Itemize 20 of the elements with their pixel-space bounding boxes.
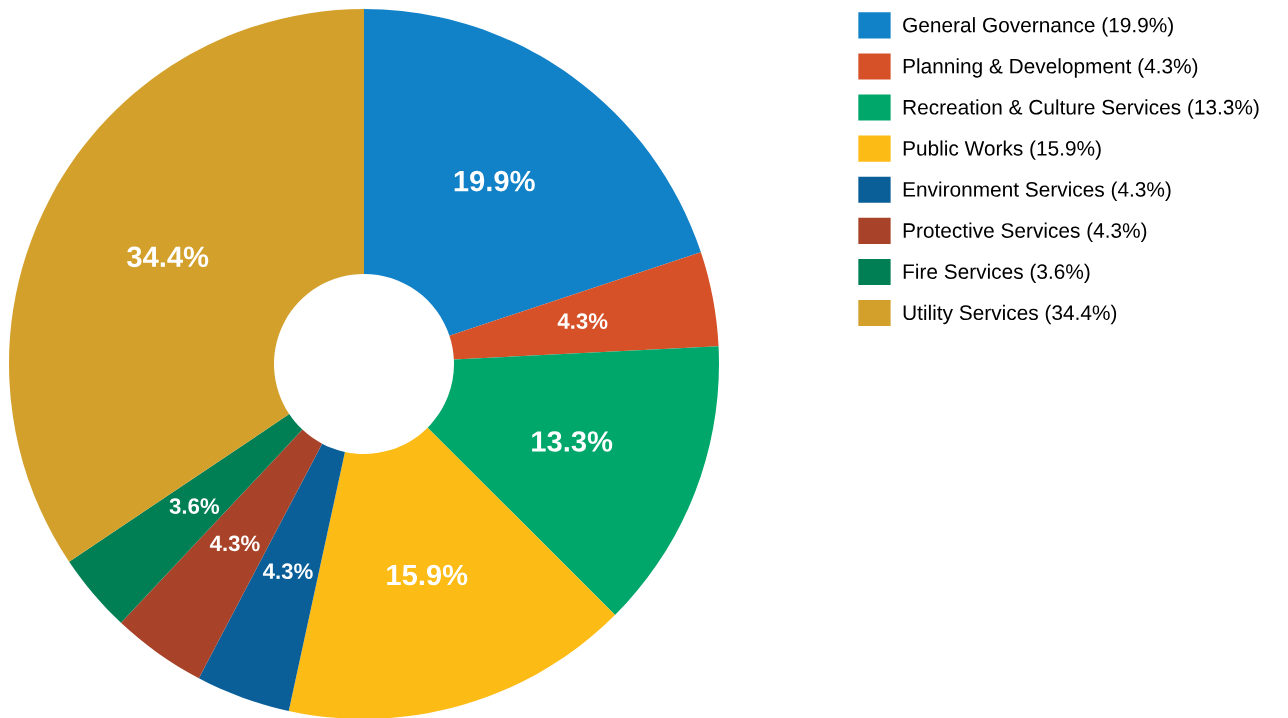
data-label: 34.4% (127, 246, 209, 268)
data-label: 4.3% (262, 563, 313, 580)
data-label: 15.9% (387, 564, 468, 586)
data-label: 13.3% (532, 431, 613, 452)
legend-label: General Governance (19.9%) (903, 17, 1173, 37)
legend-label: Utility Services (34.4%) (903, 304, 1117, 325)
legend-label: Public Works (15.9%) (903, 140, 1101, 160)
legend-label: Protective Services (4.3%) (903, 222, 1147, 243)
legend-label: Fire Services (3.6%) (903, 263, 1090, 284)
data-label: 19.9% (454, 170, 535, 192)
data-label: 4.3% (557, 313, 608, 329)
donut-slice (449, 252, 719, 360)
legend-label: Recreation & Culture Services (13.3%) (903, 99, 1259, 119)
donut-slice (9, 9, 364, 562)
donut-slice (364, 9, 701, 336)
data-label: 3.6% (169, 498, 220, 514)
donut-slice (120, 429, 323, 679)
legend-label: Planning & Development (4.3%) (903, 58, 1198, 78)
data-label: 4.3% (209, 535, 260, 552)
legend-label: Environment Services (4.3%) (903, 181, 1171, 201)
